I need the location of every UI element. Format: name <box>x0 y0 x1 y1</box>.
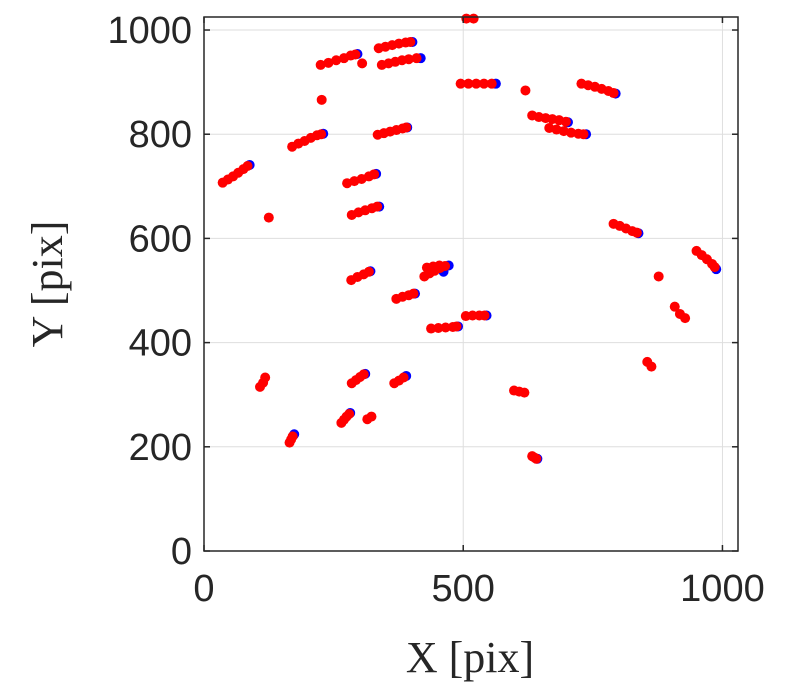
data-point <box>463 78 474 89</box>
data-point <box>369 169 380 180</box>
data-point <box>433 323 444 334</box>
data-point <box>486 78 497 89</box>
data-point <box>408 288 419 299</box>
data-point <box>608 88 619 99</box>
data-point <box>653 271 664 282</box>
x-tick-labels: 0 500 1000 <box>193 568 764 610</box>
data-point <box>426 323 437 334</box>
data-point <box>403 54 414 65</box>
data-point <box>578 129 589 140</box>
data-point <box>440 322 451 333</box>
data-point <box>357 58 368 69</box>
data-point <box>434 260 445 271</box>
data-point <box>363 266 374 277</box>
y-tick-label: 0 <box>171 531 192 573</box>
y-tick-labels: 0 200 400 600 800 1000 <box>107 10 192 573</box>
data-point <box>520 85 531 96</box>
data-point <box>331 55 342 66</box>
x-tick-label: 1000 <box>680 568 765 610</box>
data-point <box>531 453 542 464</box>
data-point <box>669 301 680 312</box>
plot-frame <box>203 16 739 552</box>
data-point <box>646 361 657 372</box>
y-tick-label: 200 <box>129 427 192 469</box>
data-point <box>631 227 642 238</box>
data-point <box>411 53 422 64</box>
y-tick-label: 1000 <box>107 10 192 52</box>
data-point <box>366 411 377 422</box>
x-tick-label: 500 <box>432 568 495 610</box>
data-point <box>344 408 355 419</box>
data-point <box>479 310 490 321</box>
data-point <box>263 212 274 223</box>
data-point <box>680 313 691 324</box>
data-point <box>519 387 530 398</box>
data-point <box>455 78 466 89</box>
data-point <box>316 94 327 105</box>
data-point <box>323 57 334 68</box>
data-point <box>468 13 479 24</box>
x-tick-label: 0 <box>193 568 214 610</box>
data-point <box>478 78 489 89</box>
data-point <box>372 201 383 212</box>
y-tick-label: 400 <box>129 323 192 365</box>
axis-ticks <box>203 17 738 552</box>
data-point <box>287 431 298 442</box>
data-point <box>401 122 412 133</box>
data-point <box>242 160 253 171</box>
data-point <box>398 372 409 383</box>
data-point <box>358 369 369 380</box>
y-tick-label: 800 <box>129 114 192 156</box>
data-points <box>217 13 722 464</box>
data-point <box>260 372 271 383</box>
y-tick-label: 600 <box>129 218 192 260</box>
data-point <box>709 262 720 273</box>
data-point <box>451 321 462 332</box>
data-point <box>405 37 416 48</box>
data-point <box>315 59 326 70</box>
data-point <box>316 129 327 140</box>
plot-background <box>204 17 738 551</box>
data-point <box>560 116 571 127</box>
y-axis-label: Y [pix] <box>23 221 72 348</box>
data-point <box>350 49 361 60</box>
x-axis-label: X [pix] <box>406 633 534 682</box>
data-point <box>471 78 482 89</box>
